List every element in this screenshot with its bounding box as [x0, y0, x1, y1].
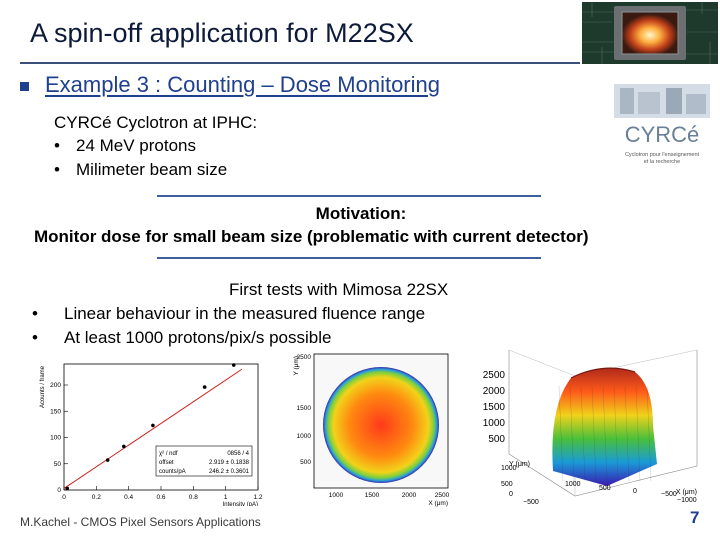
y-tick-label: −500 — [523, 499, 539, 506]
motivation-bottom-rule — [157, 257, 541, 259]
y-tick-label: 1500 — [297, 405, 312, 412]
surface-mesh-line — [635, 385, 641, 482]
tests-bullet-list: Linear behaviour in the measured fluence… — [32, 304, 425, 352]
x-tick-label: 0.4 — [124, 494, 133, 501]
motivation-text: Monitor dose for small beam size (proble… — [34, 227, 589, 246]
fit-stats-box — [155, 445, 253, 477]
y-axis-label: Y (μm) — [509, 461, 530, 468]
y-tick-label: 100 — [50, 435, 61, 442]
list-item: At least 1000 protons/pix/s possible — [32, 328, 425, 352]
x-axis-label: X (μm) — [676, 489, 697, 496]
y-tick-label: 500 — [300, 459, 311, 466]
data-point — [231, 363, 236, 367]
logo-tagline-2: et la recherche — [644, 159, 680, 165]
cyclotron-bullet-list: 24 MeV protons Milimeter beam size — [54, 136, 227, 184]
x-tick-label: 0 — [633, 488, 637, 495]
data-point — [122, 444, 126, 449]
surface-mesh-line — [602, 385, 608, 482]
x-tick-label: −500 — [661, 491, 677, 498]
fit-stat-value: 0856 / 4 — [227, 451, 249, 457]
surface-mesh-line — [591, 385, 597, 482]
y-tick-label: 1000 — [297, 433, 312, 440]
motivation-heading-text: Motivation: — [315, 204, 407, 223]
data-point — [105, 458, 110, 462]
chip-photo — [582, 2, 718, 64]
cyrce-logo: CYRCé Cyclotron pour l'enseignement et l… — [608, 82, 716, 170]
data-point — [202, 385, 207, 389]
x-tick-label: 0.8 — [189, 494, 198, 501]
fit-stat-label: χ² / ndf — [159, 451, 178, 457]
x-tick-label: 1 — [224, 494, 228, 501]
x-tick-label: 500 — [599, 485, 611, 492]
logo-wordmark: CYRCé — [625, 122, 700, 147]
x-tick-label: 1500 — [365, 492, 380, 499]
surface-mesh-line — [613, 385, 619, 482]
surface-mesh-line — [624, 385, 630, 482]
linearity-chart: 0 0.2 0.4 0.6 0.8 1 1.2 0 50 100 150 200 Intensity (… — [36, 358, 272, 506]
slide-subtitle: Example 3 : Counting – Dose Monitoring — [45, 72, 440, 97]
title-divider — [20, 62, 580, 64]
y-tick-label: 150 — [50, 408, 61, 415]
surface-mesh-line — [558, 385, 564, 482]
z-tick-label: 1000 — [483, 418, 506, 429]
subtitle-bullet — [20, 82, 29, 91]
y-tick-label: 0 — [509, 491, 513, 498]
list-item: Milimeter beam size — [54, 160, 227, 184]
logo-tagline-1: Cyclotron pour l'enseignement — [625, 152, 700, 158]
list-item: 24 MeV protons — [54, 136, 227, 160]
motivation-top-rule — [157, 195, 541, 197]
page-number: 7 — [690, 508, 700, 527]
x-tick-label: 1.2 — [253, 494, 262, 501]
surface-mesh-line — [569, 385, 575, 482]
tests-heading: First tests with Mimosa 22SX — [229, 280, 449, 299]
list-item: Linear behaviour in the measured fluence… — [32, 304, 425, 328]
fit-stat-value: 2.919 ± 0.1838 — [209, 460, 250, 466]
cyclotron-heading: CYRCé Cyclotron at IPHC: — [54, 113, 258, 132]
x-axis-label: Intensity (pA) — [223, 502, 258, 506]
x-tick-label: 1000 — [329, 492, 344, 499]
data-point — [65, 486, 70, 491]
y-tick-label: 2500 — [297, 354, 312, 361]
x-tick-label: 0 — [62, 494, 66, 501]
fit-stat-label: counts/pA — [159, 469, 186, 475]
surface-top-ridge — [570, 367, 636, 379]
data-point — [151, 423, 155, 428]
z-tick-label: 500 — [488, 434, 505, 445]
x-axis-label: X (μm) — [428, 500, 448, 507]
fit-line — [63, 368, 243, 489]
y-axis-label: Acounts / frame — [40, 365, 46, 408]
motivation-heading: Motivation: — [0, 204, 720, 224]
fit-stat-label: offset — [159, 460, 174, 466]
x-tick-label: 0.6 — [156, 494, 165, 501]
y-axis-label: Y (μm) — [293, 356, 300, 376]
surface-mesh-line — [646, 385, 652, 482]
x-tick-label: 1000 — [565, 481, 581, 488]
fit-stat-value: 246.2 ± 0.3601 — [209, 469, 250, 475]
x-tick-label: 2500 — [435, 492, 450, 499]
surface-mesh-line — [580, 385, 586, 482]
y-tick-label: 50 — [54, 461, 62, 468]
x-tick-label: 2000 — [402, 492, 417, 499]
y-tick-label: 500 — [501, 481, 513, 488]
beam-profile-3d-surface: 2500 2000 1500 1000 500 1000 500 0 −500 1000 500 0 −… — [475, 346, 700, 506]
beam-spot — [323, 367, 439, 483]
z-tick-label: 1500 — [483, 402, 506, 413]
y-tick-label: 200 — [50, 382, 61, 389]
x-tick-label: −1000 — [677, 497, 697, 504]
z-tick-label: 2000 — [483, 386, 506, 397]
slide-title: A spin-off application for M22SX — [30, 18, 414, 48]
x-tick-label: 0.2 — [92, 494, 101, 501]
z-tick-label: 2500 — [483, 370, 506, 381]
y-tick-label: 1000 — [501, 465, 517, 472]
footer-text: M.Kachel - CMOS Pixel Sensors Applicatio… — [20, 515, 261, 529]
y-tick-label: 0 — [57, 487, 61, 494]
